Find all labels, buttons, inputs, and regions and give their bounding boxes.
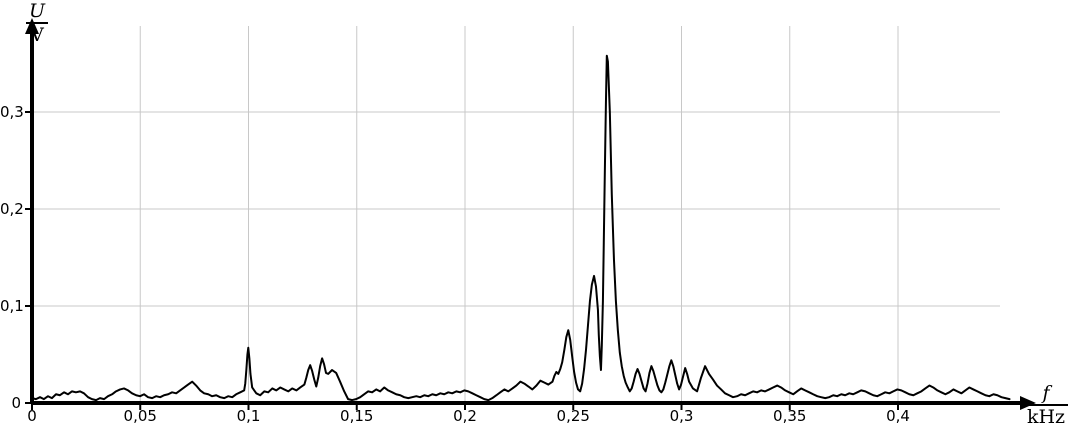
x-axis-label: f kHz [1022,384,1070,427]
x-tick-label: 0,3 [669,407,694,425]
x-tick-label: 0,35 [773,407,807,425]
x-tick-label: 0 [27,407,37,425]
x-tick-label: 0,15 [340,407,374,425]
fraction-bar [1023,404,1069,406]
x-axis-quantity: f [1042,382,1050,404]
y-axis-unit: V [30,24,44,46]
y-axis-quantity: U [28,0,45,22]
fraction-bar [25,22,48,24]
x-tick-label: 0,25 [556,407,590,425]
y-tick-label: 0,1 [0,297,24,315]
gridlines [32,26,1000,403]
y-tick-label: 0,3 [0,103,24,121]
x-tick-label: 0,4 [886,407,910,425]
x-axis-unit: kHz [1026,406,1066,428]
y-axis-label: U V [14,2,60,45]
axes [25,18,1036,410]
x-tick-label: 0,1 [236,407,261,425]
tick-marks [25,111,899,410]
x-tick-label: 0,2 [453,407,477,425]
x-tick-label: 0,05 [123,407,157,425]
y-tick-label: 0 [11,394,21,412]
y-tick-label: 0,2 [0,200,24,218]
data-trace [31,54,1011,402]
